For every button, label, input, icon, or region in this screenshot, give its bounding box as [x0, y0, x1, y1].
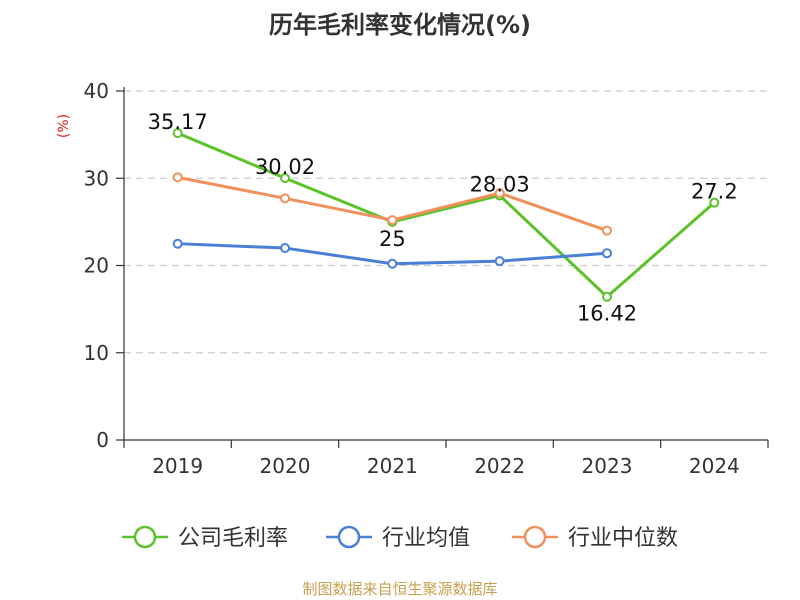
data-point	[494, 188, 505, 199]
x-tick-label: 2022	[474, 454, 525, 478]
data-label: 16.42	[577, 302, 637, 326]
x-tick-label: 2020	[260, 454, 311, 478]
y-axis-unit: (%)	[56, 114, 72, 138]
data-point	[602, 225, 612, 236]
legend-label: 行业均值	[382, 526, 470, 551]
data-label: 25	[379, 227, 406, 251]
data-label: 30.02	[255, 155, 315, 179]
y-tick-label: 20	[84, 254, 109, 278]
data-point	[602, 248, 612, 259]
data-point	[602, 291, 612, 302]
legend-marker-icon	[523, 525, 547, 549]
y-tick-label: 30	[84, 166, 109, 190]
data-label: 35.17	[148, 110, 208, 134]
axes: 0 10 20 30 40 2019 2020 2021 2022 2023 2024	[84, 79, 769, 478]
grid-lines	[124, 90, 768, 354]
data-source-note: 制图数据来自恒生聚源数据库	[302, 580, 497, 598]
data-point	[709, 197, 720, 208]
y-tick-label: 10	[84, 341, 109, 365]
data-label: 27.2	[691, 180, 738, 204]
data-point	[172, 172, 183, 183]
x-tick-label: 2023	[582, 454, 633, 478]
data-point	[387, 215, 398, 226]
legend-marker-icon	[337, 525, 361, 549]
chart-title: 历年毛利率变化情况(%)	[269, 11, 531, 39]
y-tick-label: 40	[84, 79, 109, 103]
x-tick-label: 2021	[367, 454, 418, 478]
series-line	[177, 131, 716, 299]
series-group	[172, 128, 720, 302]
data-point	[387, 258, 398, 269]
data-label: 28.03	[470, 172, 530, 196]
data-point	[172, 238, 183, 249]
x-tick-label: 2024	[689, 454, 740, 478]
y-tick-label: 0	[96, 428, 109, 452]
legend-label: 行业中位数	[568, 526, 678, 551]
data-point	[280, 243, 290, 254]
data-labels: 35.17 30.02 25 28.03 16.42 27.2	[148, 110, 738, 326]
data-point	[280, 173, 290, 184]
legend-label: 公司毛利率	[178, 526, 288, 551]
legend-marker-icon	[133, 525, 157, 549]
x-tick-label: 2019	[152, 454, 203, 478]
data-point	[494, 256, 505, 267]
data-point	[280, 193, 290, 204]
data-point	[172, 128, 183, 139]
legend: 公司毛利率 行业均值 行业中位数	[122, 525, 678, 551]
